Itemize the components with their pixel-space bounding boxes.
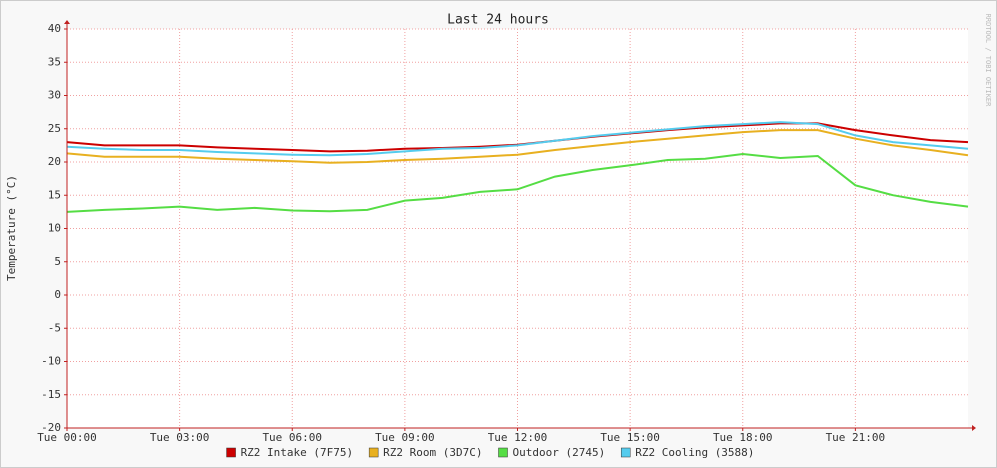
legend-label: RZ2 Room (3D7C) <box>383 446 482 459</box>
x-tick-label: Tue 21:00 <box>826 431 886 444</box>
y-tick-label: 15 <box>48 188 61 201</box>
series-line <box>66 129 969 164</box>
y-tick-label: 20 <box>48 155 61 168</box>
axes <box>64 20 976 431</box>
x-tick-label: Tue 09:00 <box>375 431 435 444</box>
x-tick-label: Tue 18:00 <box>713 431 773 444</box>
y-tick-label: 35 <box>48 55 61 68</box>
legend-item: RZ2 Cooling (3588) <box>620 446 754 459</box>
legend-item: RZ2 Room (3D7C) <box>368 446 483 459</box>
y-tick-label: 40 <box>48 22 61 35</box>
x-tick-label: Tue 12:00 <box>488 431 548 444</box>
legend: RZ2 Intake (7F75) RZ2 Room (3D7C) Outdoor … <box>226 446 754 459</box>
series-line <box>66 152 969 213</box>
legend-swatch <box>368 447 379 458</box>
y-tick-label: -15 <box>41 388 61 401</box>
x-arrow <box>972 425 976 431</box>
y-tick-label: 5 <box>54 255 61 268</box>
x-tick-label: Tue 00:00 <box>37 431 97 444</box>
legend-swatch <box>620 447 631 458</box>
side-text: RRDTOOL / TOBI OETIKER <box>984 14 992 108</box>
legend-item: RZ2 Intake (7F75) <box>226 446 354 459</box>
y-arrow <box>64 20 70 24</box>
x-tick-label: Tue 15:00 <box>600 431 660 444</box>
legend-label: Outdoor (2745) <box>513 446 606 459</box>
series-line <box>66 121 969 157</box>
x-tick-label: Tue 03:00 <box>150 431 210 444</box>
y-tick-label: 10 <box>48 222 61 235</box>
legend-swatch <box>226 447 236 458</box>
legend-label: RZ2 Intake (7F75) <box>241 446 354 459</box>
legend-item: Outdoor (2745) <box>498 446 606 459</box>
x-tick-label: Tue 06:00 <box>262 431 322 444</box>
y-tick-label: -10 <box>41 355 61 368</box>
y-tick-label: 0 <box>54 288 61 301</box>
y-tick-label: -5 <box>48 321 61 334</box>
legend-swatch <box>498 447 508 458</box>
legend-label: RZ2 Cooling (3588) <box>635 446 754 459</box>
grid: -20 -15 -10 -5 0 5 10 15 20 25 30 35 40 Tue 00:00 Tue … <box>37 22 968 444</box>
y-tick-label: 30 <box>48 89 61 102</box>
lines <box>66 121 969 213</box>
y-tick-label: 25 <box>48 122 61 135</box>
y-axis-label: Temperature (°C) <box>5 175 18 281</box>
y-tick-label: -20 <box>41 421 61 434</box>
chart-title: Last 24 hours <box>447 13 549 28</box>
